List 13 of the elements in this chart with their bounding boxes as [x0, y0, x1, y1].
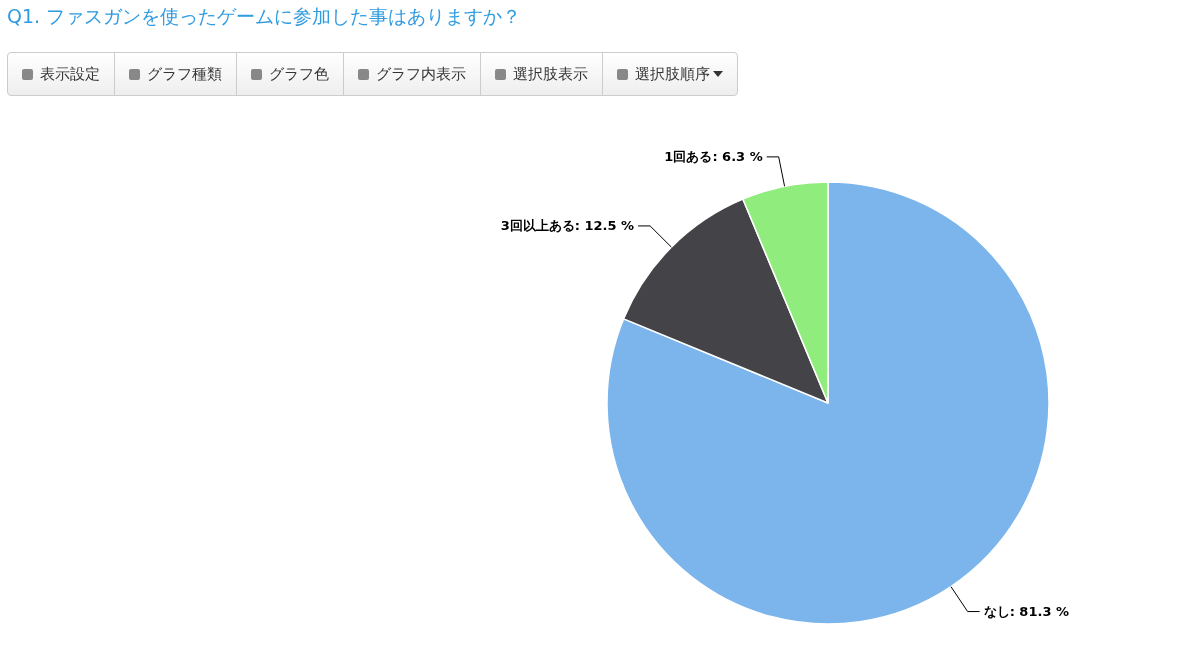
text: 表示設定	[40, 64, 100, 84]
text: Q1. ファスガンを使ったゲームに参加した事はありますか？	[7, 4, 522, 29]
text: グラフ種類	[147, 64, 222, 84]
data-label: : 81.3 %	[1009, 603, 1070, 619]
text: 選択肢表示	[513, 64, 588, 84]
text: 選択肢順序	[635, 64, 710, 84]
slice-label: 1回ある	[664, 148, 713, 164]
data-label: : 12.5 %	[574, 217, 635, 233]
slice-label: 3回以上ある	[500, 217, 575, 233]
data-label: : 6.3 %	[712, 148, 763, 164]
slice-label: なし	[983, 603, 1010, 619]
text: グラフ色	[269, 64, 329, 84]
text: グラフ内表示	[376, 64, 466, 84]
